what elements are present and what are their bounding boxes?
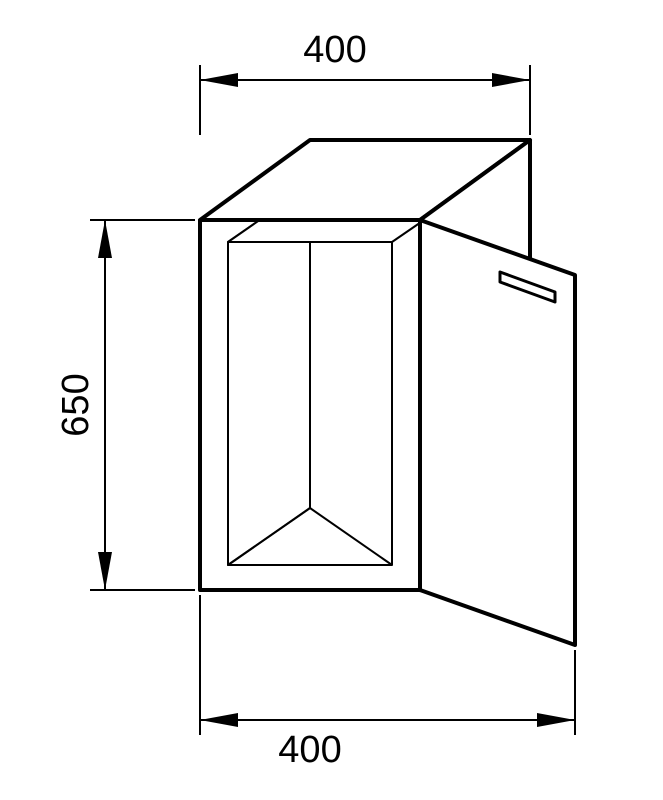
dim-top: 400 [200, 29, 530, 135]
dim-top-value: 400 [303, 29, 366, 71]
cabinet-door [420, 220, 575, 645]
dim-bottom-value: 400 [278, 729, 341, 771]
dim-left-value: 650 [55, 373, 97, 436]
technical-drawing: 400 650 400 [0, 0, 663, 800]
cabinet [200, 140, 575, 645]
dim-left: 650 [55, 220, 195, 590]
